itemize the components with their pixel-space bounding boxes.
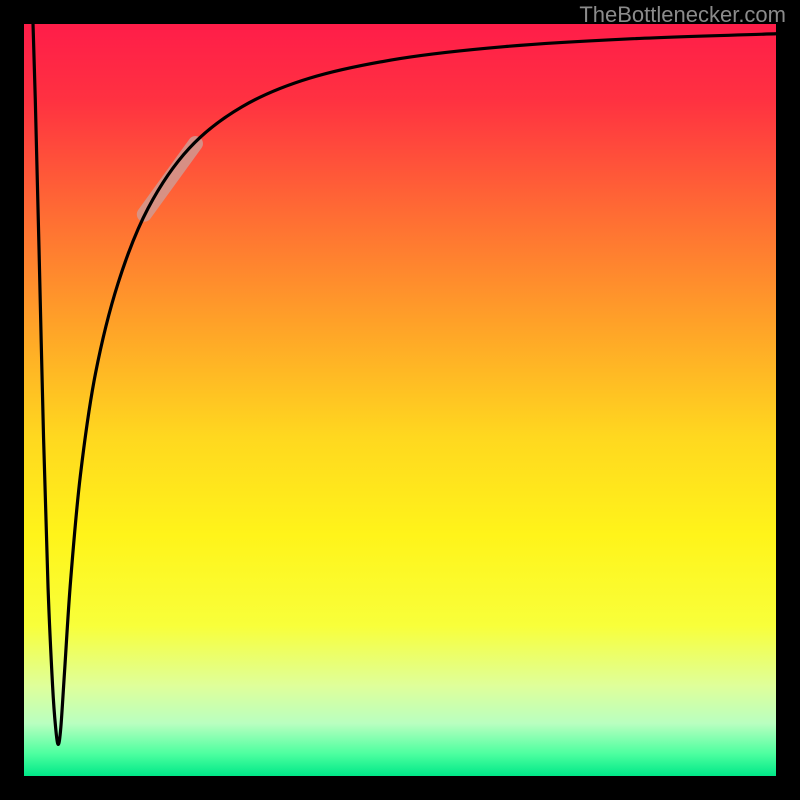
chart-stage: TheBottlenecker.com <box>0 0 800 800</box>
watermark-text: TheBottlenecker.com <box>579 2 786 28</box>
curve-layer <box>0 0 800 800</box>
bottleneck-curve <box>33 24 776 744</box>
